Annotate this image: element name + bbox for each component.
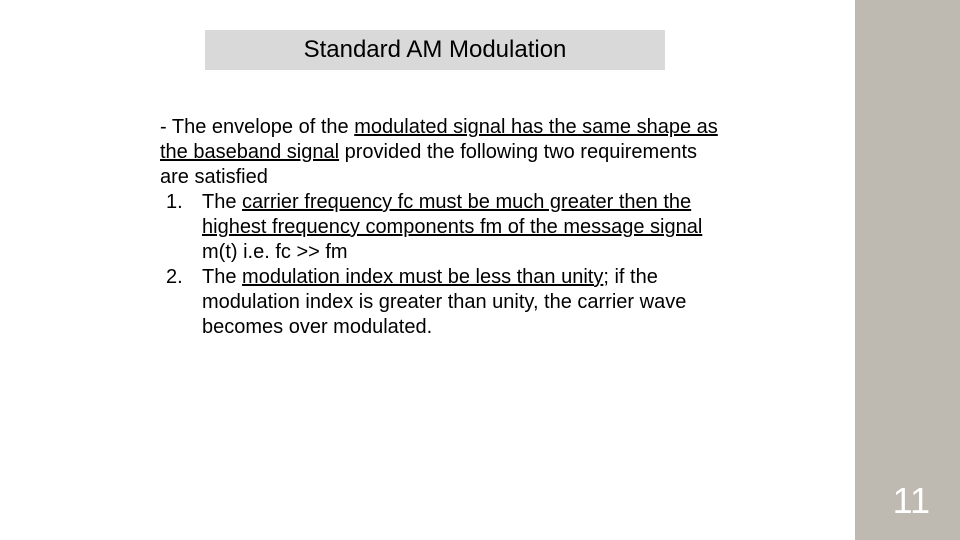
list-body: The carrier frequency fc must be much gr…: [202, 190, 720, 265]
sidebar-accent: [855, 0, 960, 540]
slide-body: - The envelope of the modulated signal h…: [160, 115, 720, 340]
slide-title-box: Standard AM Modulation: [205, 30, 665, 70]
list-item: 1. The carrier frequency fc must be much…: [160, 190, 720, 265]
list-number: 2.: [160, 265, 202, 340]
item-pre: The: [202, 266, 242, 288]
intro-paragraph: - The envelope of the modulated signal h…: [160, 115, 720, 190]
item-pre: The: [202, 191, 242, 213]
page-number: 11: [893, 480, 930, 522]
intro-pre: - The envelope of the: [160, 116, 354, 138]
list-body: The modulation index must be less than u…: [202, 265, 720, 340]
requirements-list: 1. The carrier frequency fc must be much…: [160, 190, 720, 340]
item-post: m(t) i.e. fc >> fm: [202, 241, 348, 263]
list-item: 2. The modulation index must be less tha…: [160, 265, 720, 340]
slide-title: Standard AM Modulation: [304, 36, 567, 64]
item-underline: carrier frequency fc must be much greate…: [202, 191, 702, 238]
list-number: 1.: [160, 190, 202, 265]
item-underline: modulation index must be less than unity: [242, 266, 603, 288]
